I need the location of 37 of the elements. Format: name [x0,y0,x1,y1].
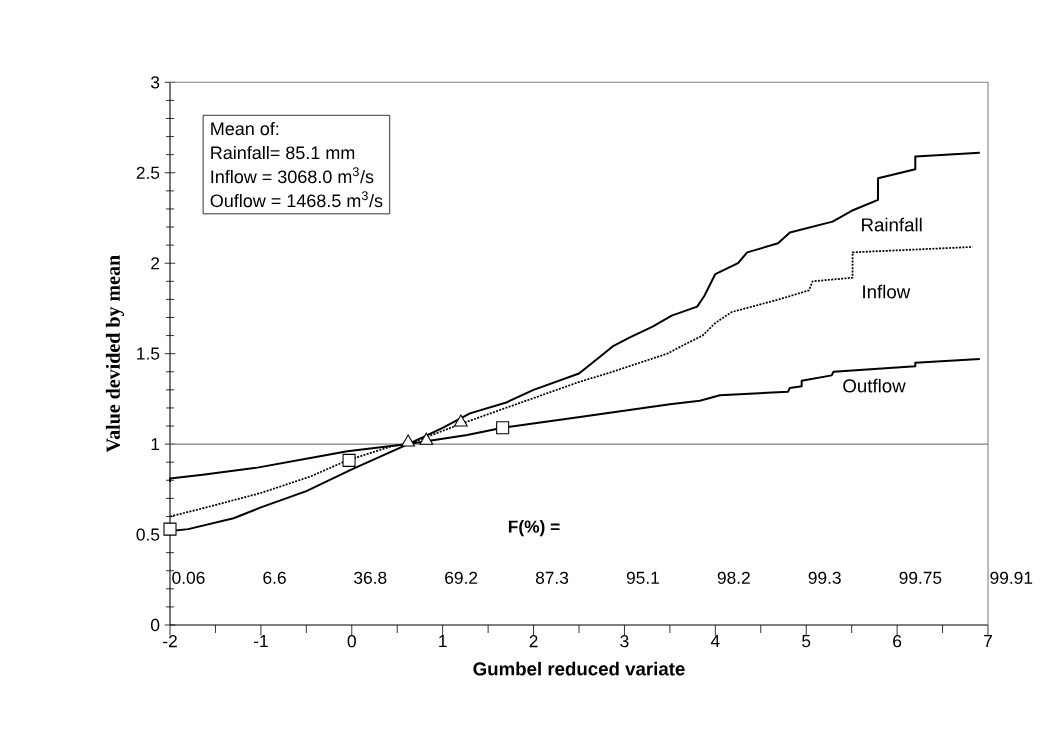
y-tick-label: 1 [151,438,160,451]
annotation: Inflow = 3068.0 m$^{3}$/s [211,167,374,184]
annotation: 98.2 [717,571,750,584]
x-tick-label: 6 [893,635,902,648]
series-label: Inflow [863,284,911,299]
annotation: 36.8 [354,571,387,584]
x-tick-label: 2 [529,635,538,648]
y-tick-label: 1.5 [137,347,160,360]
y-tick-label: 0 [150,618,160,632]
annotation: 87.3 [535,571,569,584]
annotation: 95.1 [626,571,659,584]
x-tick-label: 0 [347,635,356,648]
y-tick-label: 0.5 [136,528,160,541]
y-tick-label: 3 [150,76,160,89]
x-tick-label: 3 [620,635,629,648]
x-tick-label: -2 [163,635,177,648]
y-tick-label: 2 [151,257,160,270]
annotation: 99.75 [899,571,942,584]
annotation: 6.6 [263,571,286,584]
text: 99.91 [990,571,1033,584]
x-tick-label: 5 [802,635,811,648]
x-tick-label: 7 [984,635,992,647]
x-tick-label: -1 [253,635,268,647]
x-axis-title: Gumbel reduced variate [473,661,685,676]
x-tick-label: 1 [439,635,447,647]
series-label: Outflow [843,378,906,393]
annotation: F(%) = [508,520,560,537]
x-tick-label: 4 [710,635,720,647]
y-tick-label: 2.5 [136,166,160,179]
y-axis-title: Value devided by mean [105,255,125,453]
annotation: Mean of: [211,121,279,136]
series-label: Rainfall [862,217,922,232]
annotation: 0.06 [172,571,205,584]
annotation: Rainfall= 85.1 mm [211,145,355,160]
annotation: Ouflow = 1468.5 m$^{3}$/s [210,191,383,208]
annotation: 69.2 [445,571,478,584]
annotation: 99.3 [808,571,841,584]
